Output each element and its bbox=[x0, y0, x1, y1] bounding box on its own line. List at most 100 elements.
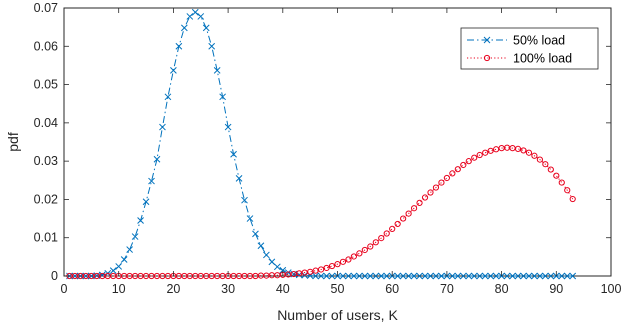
data-point bbox=[153, 155, 161, 163]
data-point bbox=[547, 166, 554, 173]
marker-stroke bbox=[153, 155, 161, 163]
data-point bbox=[389, 225, 396, 233]
data-point bbox=[487, 272, 495, 280]
data-point bbox=[416, 199, 423, 206]
data-point bbox=[279, 266, 287, 274]
data-point bbox=[219, 93, 226, 101]
marker-stroke bbox=[252, 230, 259, 238]
data-point bbox=[438, 272, 445, 280]
series-layer bbox=[66, 8, 577, 280]
data-point bbox=[312, 272, 319, 280]
data-point bbox=[235, 175, 243, 182]
data-point bbox=[377, 272, 385, 280]
data-point bbox=[208, 42, 216, 50]
data-point bbox=[421, 194, 429, 201]
data-point bbox=[493, 146, 500, 153]
marker-stroke bbox=[416, 272, 423, 280]
y-tick-label: 0.05 bbox=[34, 78, 58, 92]
legend-items: 50% load 100% load bbox=[467, 34, 572, 66]
data-point bbox=[257, 242, 265, 250]
data-point bbox=[503, 272, 511, 280]
marker-stroke bbox=[230, 150, 237, 158]
data-point bbox=[197, 13, 205, 20]
marker-stroke bbox=[563, 272, 571, 280]
data-point bbox=[487, 147, 494, 154]
series-line bbox=[69, 147, 574, 277]
marker-stroke bbox=[208, 42, 216, 50]
data-point bbox=[476, 151, 483, 159]
data-point bbox=[213, 67, 221, 74]
data-point bbox=[460, 161, 467, 169]
marker-stroke bbox=[547, 272, 555, 280]
marker-stroke bbox=[180, 24, 188, 32]
data-point bbox=[410, 272, 418, 280]
marker-stroke bbox=[520, 272, 527, 280]
marker-stroke bbox=[268, 258, 276, 266]
data-point bbox=[372, 239, 379, 246]
y-tick-label: 0 bbox=[51, 269, 58, 283]
data-point bbox=[246, 215, 254, 222]
marker-stroke bbox=[148, 177, 155, 185]
data-point bbox=[432, 272, 440, 280]
x-tick-label: 70 bbox=[440, 282, 454, 296]
data-point bbox=[224, 123, 232, 131]
x-tick-label: 30 bbox=[221, 282, 235, 296]
marker-stroke bbox=[159, 123, 166, 131]
data-point bbox=[350, 253, 358, 260]
data-point bbox=[268, 258, 276, 266]
data-point bbox=[109, 267, 117, 274]
legend-label: 100% load bbox=[513, 52, 572, 66]
marker-stroke bbox=[356, 272, 363, 280]
data-point bbox=[180, 24, 188, 32]
data-point bbox=[273, 263, 281, 271]
data-point bbox=[400, 215, 407, 222]
data-point bbox=[558, 179, 565, 186]
marker-stroke bbox=[197, 13, 205, 20]
data-point bbox=[405, 210, 412, 217]
x-tick-label: 100 bbox=[601, 282, 622, 296]
marker-stroke bbox=[279, 266, 287, 274]
marker-stroke bbox=[350, 272, 358, 280]
marker-stroke bbox=[405, 272, 412, 280]
data-point bbox=[345, 272, 352, 280]
data-point bbox=[399, 272, 407, 280]
y-tick-label: 0.07 bbox=[34, 1, 58, 15]
data-point bbox=[323, 272, 330, 280]
data-point bbox=[514, 145, 522, 152]
data-point bbox=[536, 272, 544, 280]
data-point bbox=[230, 150, 237, 158]
x-tick-label: 90 bbox=[549, 282, 563, 296]
marker-stroke bbox=[257, 242, 265, 250]
data-point bbox=[263, 251, 270, 259]
marker-stroke bbox=[191, 8, 199, 16]
data-point bbox=[553, 172, 560, 179]
data-point bbox=[416, 272, 423, 280]
data-point bbox=[531, 272, 538, 280]
marker-stroke bbox=[536, 272, 544, 280]
data-point bbox=[465, 158, 472, 165]
marker-stroke bbox=[345, 272, 352, 280]
marker-stroke bbox=[263, 251, 270, 259]
data-point bbox=[120, 256, 128, 263]
marker-stroke bbox=[213, 67, 221, 74]
data-point bbox=[525, 149, 533, 156]
marker-stroke bbox=[137, 217, 144, 224]
marker-stroke bbox=[366, 272, 374, 280]
data-point bbox=[356, 272, 363, 280]
marker-stroke bbox=[558, 272, 566, 280]
y-tick-label: 0.06 bbox=[34, 39, 58, 53]
data-point bbox=[241, 196, 248, 204]
y-tick-label: 0.04 bbox=[34, 116, 58, 130]
data-point bbox=[339, 258, 347, 265]
marker-stroke bbox=[323, 272, 330, 280]
data-point bbox=[421, 272, 429, 280]
data-point bbox=[328, 272, 336, 280]
x-axis-label: Number of users, K bbox=[277, 307, 398, 323]
data-point bbox=[191, 8, 199, 16]
data-point bbox=[443, 174, 450, 182]
marker-stroke bbox=[328, 272, 336, 280]
data-point bbox=[492, 272, 500, 280]
legend-entry: 100% load bbox=[467, 52, 572, 66]
marker-stroke bbox=[542, 272, 549, 280]
marker-stroke bbox=[175, 42, 183, 50]
